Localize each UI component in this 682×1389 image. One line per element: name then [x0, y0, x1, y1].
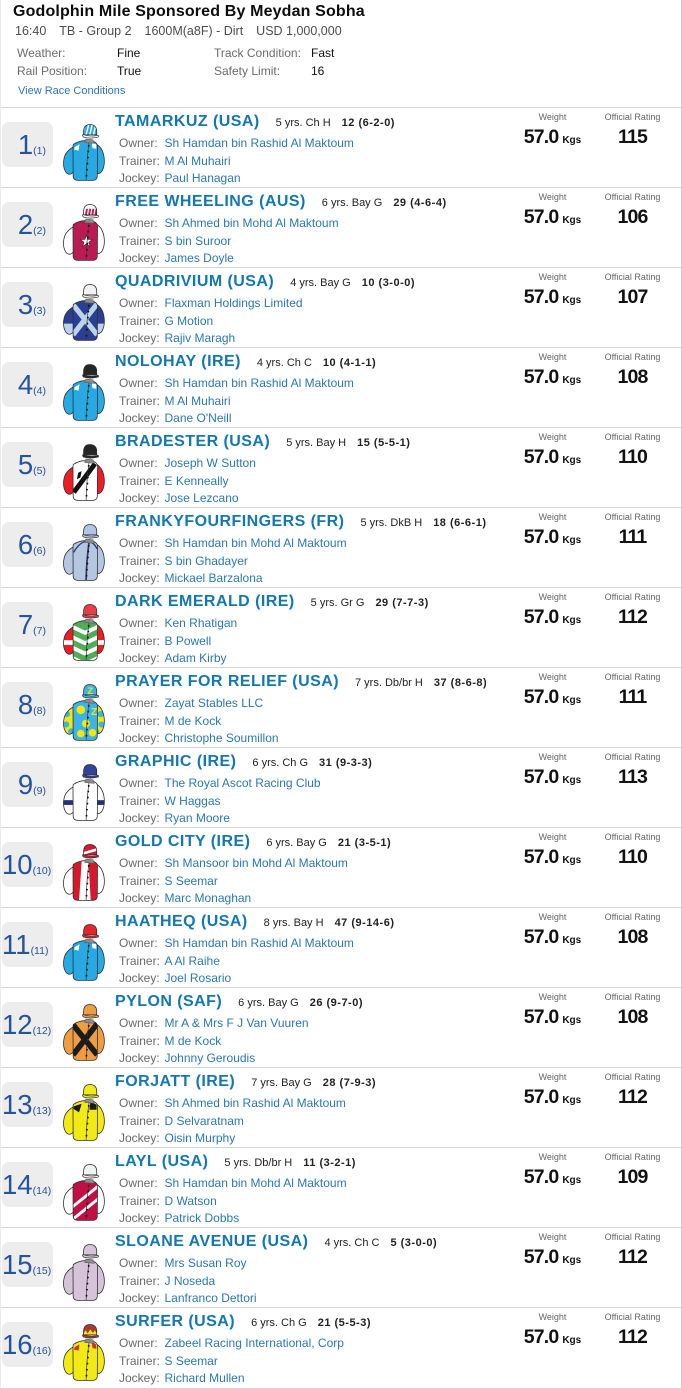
svg-text:Z: Z: [88, 686, 94, 696]
svg-text:Z: Z: [91, 707, 97, 718]
